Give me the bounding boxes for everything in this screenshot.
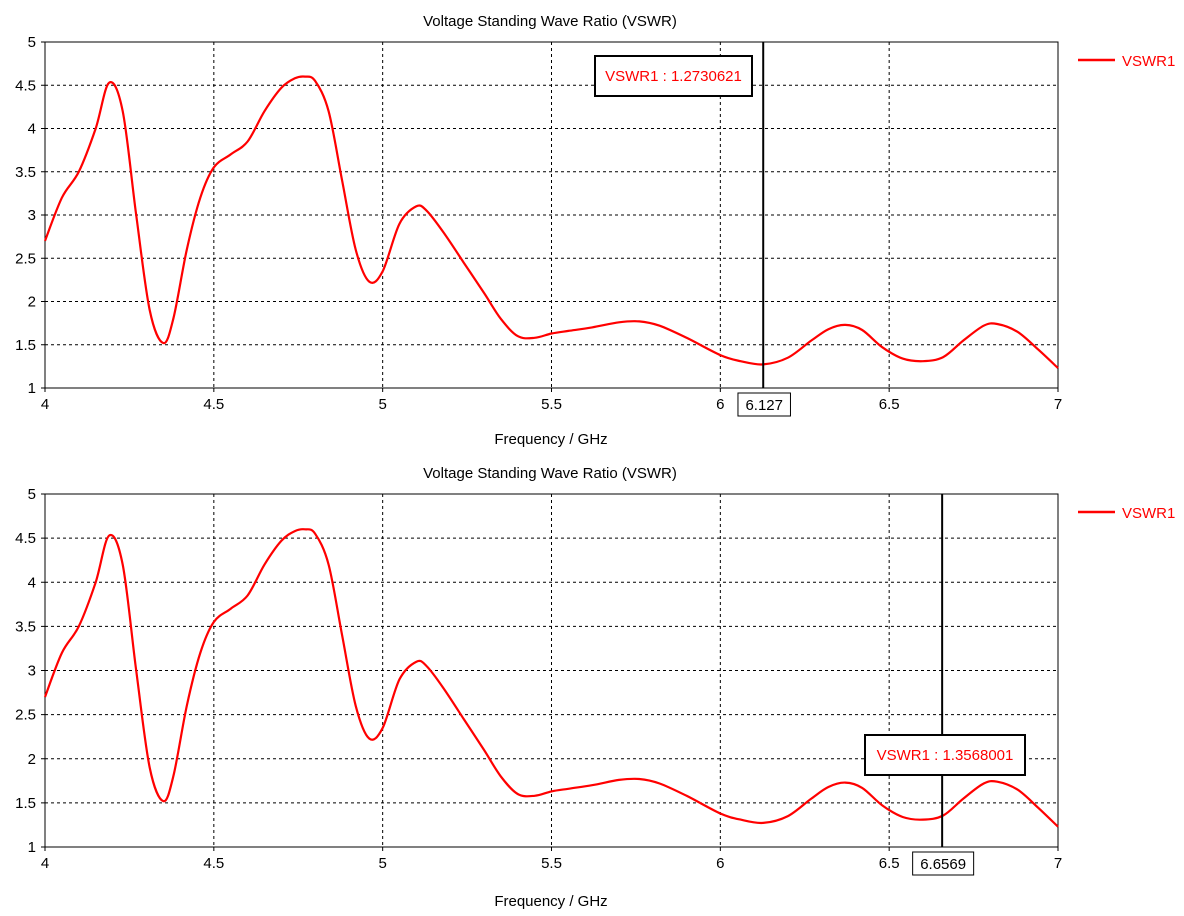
y-tick-label: 2.5 <box>15 250 36 267</box>
y-tick-label: 4.5 <box>15 77 36 94</box>
y-tick-label: 1.5 <box>15 337 36 354</box>
marker-x-value-box <box>912 851 975 876</box>
y-tick-label: 3 <box>28 207 36 224</box>
y-tick-label: 2.5 <box>15 707 36 724</box>
x-tick-label: 4 <box>41 855 49 872</box>
marker-label: VSWR1 : 1.2730621 <box>605 68 742 85</box>
chart-top: Voltage Standing Wave Ratio (VSWR) 4 4.5 5… <box>15 13 1175 448</box>
x-tick-label: 6 <box>716 396 724 413</box>
x-tick-label: 6.5 <box>879 855 900 872</box>
x-tick-label: 5.5 <box>541 855 562 872</box>
x-tick-label: 6 <box>716 855 724 872</box>
legend-entry-vswr1: VSWR1 <box>1122 505 1175 522</box>
x-tick-label: 4.5 <box>203 396 224 413</box>
y-tick-label: 2 <box>28 294 36 311</box>
y-tick-label: 3 <box>28 663 36 680</box>
y-tick-label: 5 <box>28 34 36 51</box>
y-tick-label: 4.5 <box>15 530 36 547</box>
x-tick-label: 6.5 <box>879 396 900 413</box>
y-tick-label: 5 <box>28 486 36 503</box>
legend[interactable]: VSWR1 <box>1078 505 1175 522</box>
legend-entry-vswr1: VSWR1 <box>1122 53 1175 70</box>
marker-x-value: 6.6569 <box>920 856 966 873</box>
x-tick-label: 7 <box>1054 396 1062 413</box>
marker-label-box <box>594 55 753 97</box>
x-axis-label: Frequency / GHz <box>494 431 607 448</box>
chart-title: Voltage Standing Wave Ratio (VSWR) <box>423 13 677 30</box>
chart-bottom: Voltage Standing Wave Ratio (VSWR) 4 4.5 5… <box>15 465 1175 910</box>
x-tick-label: 7 <box>1054 855 1062 872</box>
x-axis-label: Frequency / GHz <box>494 893 607 910</box>
marker-x-value: 6.127 <box>745 397 783 414</box>
marker-x-value-box <box>737 392 791 417</box>
marker-label-box <box>864 734 1026 776</box>
y-tick-label: 3.5 <box>15 618 36 635</box>
x-tick-label: 5.5 <box>541 396 562 413</box>
y-tick-label: 1 <box>28 839 36 856</box>
x-tick-label: 4.5 <box>203 855 224 872</box>
y-tick-label: 1.5 <box>15 795 36 812</box>
x-tick-label: 4 <box>41 396 49 413</box>
x-tick-label: 5 <box>378 396 386 413</box>
chart-title: Voltage Standing Wave Ratio (VSWR) <box>423 465 677 482</box>
y-tick-label: 4 <box>28 574 36 591</box>
y-tick-label: 2 <box>28 751 36 768</box>
series-line-vswr1 <box>43 75 1059 369</box>
marker-label: VSWR1 : 1.3568001 <box>877 747 1014 764</box>
x-tick-label: 5 <box>378 855 386 872</box>
y-tick-label: 1 <box>28 380 36 397</box>
series-line-vswr1 <box>43 528 1059 828</box>
y-tick-label: 4 <box>28 121 36 138</box>
y-tick-label: 3.5 <box>15 164 36 181</box>
legend[interactable]: VSWR1 <box>1078 53 1175 70</box>
